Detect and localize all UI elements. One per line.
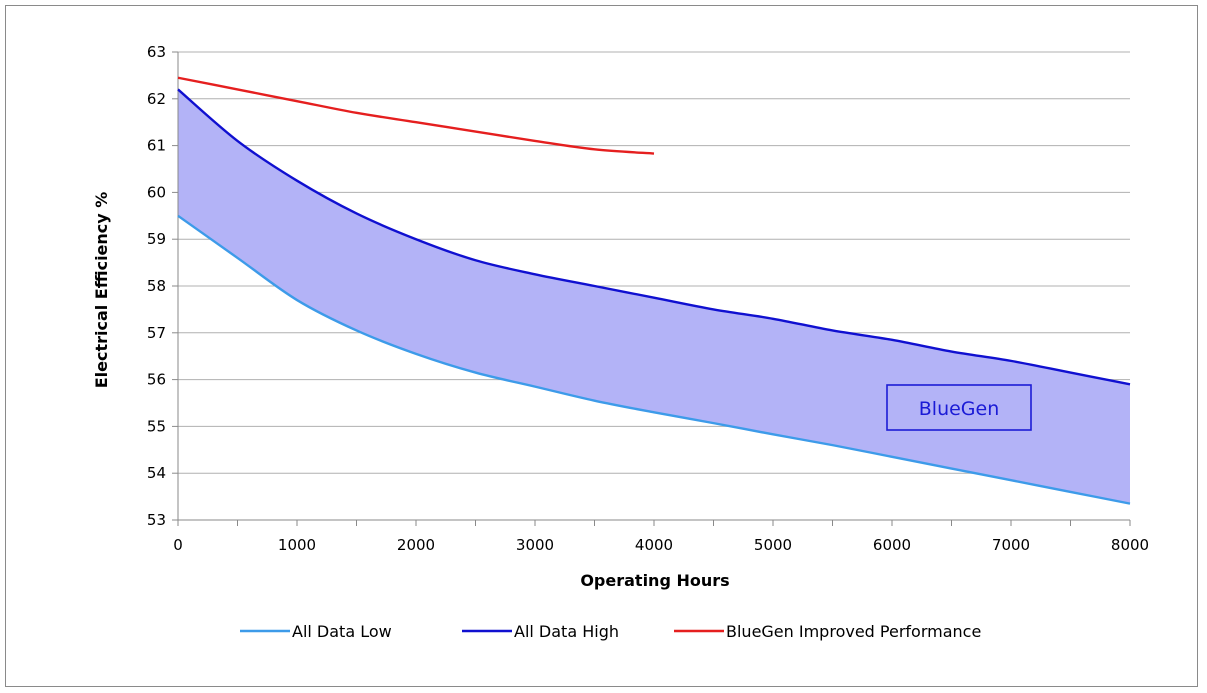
y-tick-label: 55 [147, 417, 166, 435]
series-lines [177, 76, 1131, 505]
legend: All Data Low All Data High BlueGen Improve… [240, 622, 981, 641]
y-axis-title: Electrical Efficiency % [92, 192, 111, 389]
x-tick-label: 2000 [397, 536, 435, 554]
annotation-layer: BlueGen [886, 384, 1032, 431]
x-tick-label: 7000 [992, 536, 1030, 554]
x-tick-label: 6000 [873, 536, 911, 554]
series-line-all-data-high [177, 88, 1131, 386]
y-tick-label: 62 [147, 90, 166, 108]
legend-item: All Data Low [240, 622, 392, 641]
annotation-label: BlueGen [919, 398, 1000, 420]
y-tick-label: 60 [147, 183, 166, 201]
efficiency-band-fill [178, 89, 1130, 504]
x-tick-label: 5000 [754, 536, 792, 554]
y-tick-label: 61 [147, 137, 166, 155]
y-tick-label: 63 [147, 43, 166, 61]
legend-label: BlueGen Improved Performance [726, 622, 981, 641]
x-tick-label: 8000 [1111, 536, 1149, 554]
series-line-all-data-low [177, 214, 1131, 505]
legend-label: All Data High [514, 622, 619, 641]
x-tick-label: 1000 [278, 536, 316, 554]
band-fill-layer [178, 89, 1130, 504]
y-tick-label: 57 [147, 324, 166, 342]
y-tick-label: 54 [147, 464, 166, 482]
x-tick-label: 3000 [516, 536, 554, 554]
y-tick-label: 56 [147, 371, 166, 389]
y-tick-label: 59 [147, 230, 166, 248]
x-tick-label: 4000 [635, 536, 673, 554]
legend-label: All Data Low [292, 622, 392, 641]
series-line-bluegen-improved-performance [177, 76, 655, 155]
y-tick-label: 53 [147, 511, 166, 529]
x-axis-title: Operating Hours [580, 571, 729, 590]
legend-item: All Data High [462, 622, 619, 641]
axes: 53 54 55 56 57 58 59 60 61 62 63 0 1000 2000 3000 4000 5… [147, 43, 1149, 554]
legend-item: BlueGen Improved Performance [674, 622, 981, 641]
x-tick-label: 0 [173, 536, 183, 554]
annotation-box [886, 384, 1032, 431]
bluegen-annotation: BlueGen [886, 384, 1032, 431]
y-tick-label: 58 [147, 277, 166, 295]
